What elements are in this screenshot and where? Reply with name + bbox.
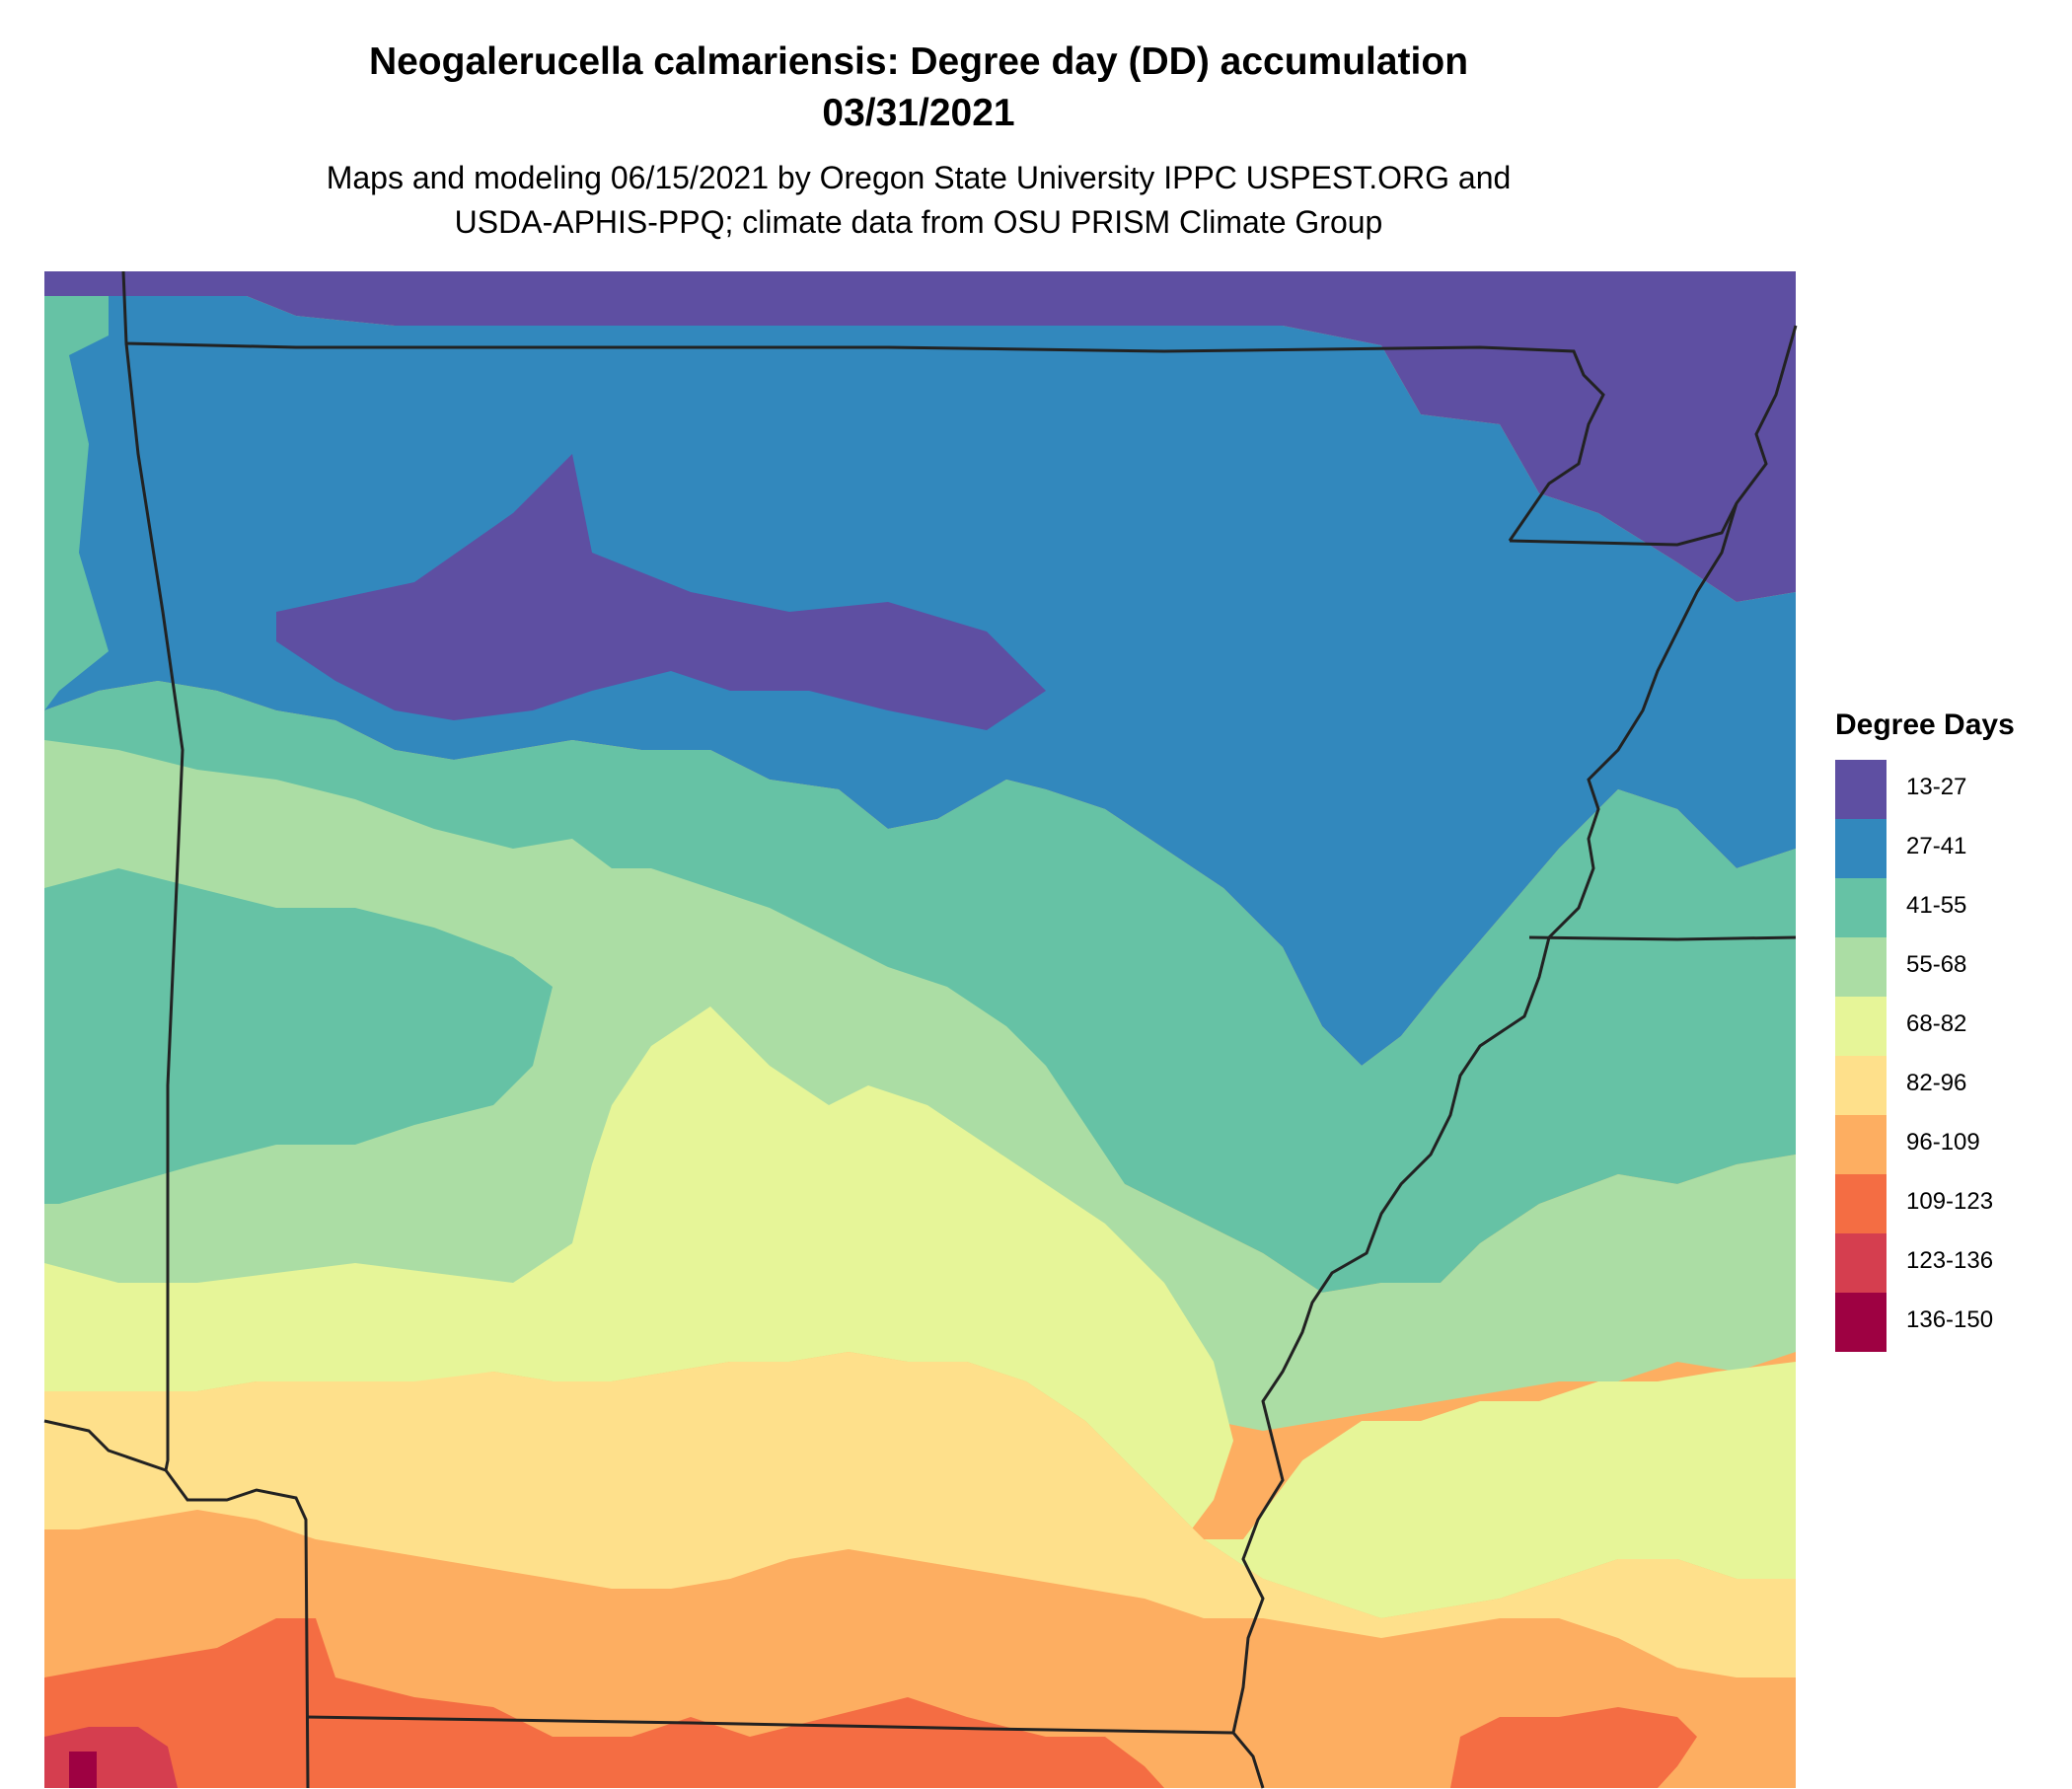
- map-date: 03/31/2021: [822, 92, 1015, 134]
- legend-swatch: [1835, 1174, 1887, 1233]
- map-credit-line-1: Maps and modeling 06/15/2021 by Oregon S…: [326, 160, 1512, 195]
- legend-swatch: [1835, 997, 1887, 1056]
- map-credit-line-2: USDA-APHIS-PPQ; climate data from OSU PR…: [454, 204, 1383, 240]
- legend-label: 55-68: [1906, 951, 1967, 978]
- degree-day-bands: [44, 271, 1796, 1788]
- legend-swatch: [1835, 878, 1887, 937]
- state-border-mo-east: [1509, 325, 1798, 547]
- legend-item: 109-123: [1835, 1174, 2072, 1233]
- legend-item: 13-27: [1835, 760, 2072, 819]
- map-title: Neogalerucella calmariensis: Degree day …: [368, 40, 1469, 83]
- band-13-27-patch: [276, 454, 1046, 730]
- legend-label: 82-96: [1906, 1070, 1967, 1096]
- state-border-south: [305, 1715, 1234, 1735]
- legend-swatch: [1835, 819, 1887, 878]
- band-109-123-east: [1450, 1707, 1697, 1788]
- band-13-27: [44, 271, 1796, 602]
- band-68-82: [44, 1006, 1796, 1618]
- band-55-68: [44, 740, 1796, 1431]
- legend-swatch: [1835, 1056, 1887, 1115]
- band-109-123: [44, 1618, 1164, 1788]
- legend-label: 123-136: [1906, 1247, 1994, 1274]
- state-border-west: [124, 342, 185, 1471]
- legend-item: 27-41: [1835, 819, 2072, 878]
- legend-swatch: [1835, 1115, 1887, 1174]
- band-82-96: [44, 1352, 1796, 1677]
- band-136-150: [69, 1752, 97, 1788]
- legend-label: 136-150: [1906, 1306, 1994, 1333]
- legend-swatch: [1835, 937, 1887, 997]
- legend-label: 27-41: [1906, 833, 1967, 859]
- legend-label: 109-123: [1906, 1188, 1994, 1215]
- legend-item: 41-55: [1835, 878, 2072, 937]
- legend-item: 96-109: [1835, 1115, 2072, 1174]
- legend-item: 82-96: [1835, 1056, 2072, 1115]
- legend-label: 68-82: [1906, 1010, 1967, 1037]
- state-border-tn-ms: [1528, 935, 1797, 941]
- legend-swatch: [1835, 1293, 1887, 1352]
- legend-swatch: [1835, 760, 1887, 819]
- legend-item: 136-150: [1835, 1293, 2072, 1352]
- state-border-ok-tx: [43, 1419, 310, 1789]
- state-border-mississippi-river: [1231, 502, 1739, 1789]
- state-border-north: [121, 270, 1605, 542]
- state-borders: [43, 270, 1798, 1789]
- legend-label: 41-55: [1906, 892, 1967, 919]
- legend-swatch: [1835, 1233, 1887, 1293]
- legend-label: 13-27: [1906, 774, 1967, 800]
- legend-item: 68-82: [1835, 997, 2072, 1056]
- legend-item: 123-136: [1835, 1233, 2072, 1293]
- legend-item: 55-68: [1835, 937, 2072, 997]
- band-41-55-left: [44, 868, 553, 1204]
- legend-label: 96-109: [1906, 1129, 1980, 1155]
- legend-title: Degree Days: [1835, 708, 2015, 741]
